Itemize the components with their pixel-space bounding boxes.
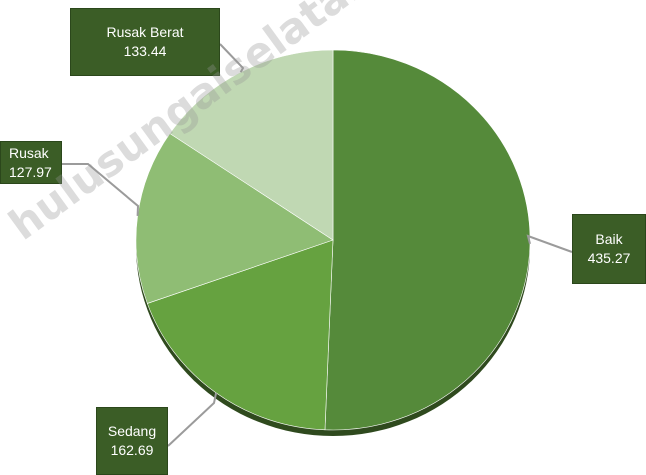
callout-rusak-berat: Rusak Berat 133.44	[70, 8, 220, 76]
leader-line-sedang	[167, 392, 218, 447]
callout-value: 133.44	[123, 43, 167, 59]
callout-rusak: Rusak 127.97	[0, 141, 62, 184]
callout-value: 162.69	[110, 442, 154, 458]
pie-slice-sedang	[146, 239, 334, 431]
callout-sedang: Sedang 162.69	[96, 407, 168, 475]
leader-line-rusak	[62, 163, 140, 216]
callout-label: Rusak	[9, 144, 49, 161]
pie-slices	[135, 49, 531, 431]
leader-lines	[62, 43, 573, 447]
pie-slice-baik	[324, 49, 531, 431]
callout-value: 127.97	[9, 163, 52, 180]
callout-baik: Baik 435.27	[572, 214, 646, 284]
callout-value: 435.27	[587, 250, 631, 266]
leader-line-baik	[526, 234, 573, 253]
leader-line-rusak-berat	[219, 43, 245, 73]
callout-label: Baik	[595, 231, 623, 247]
callout-label: Rusak Berat	[106, 24, 184, 40]
callout-label: Sedang	[107, 423, 157, 439]
pie-slice-rusak-berat	[169, 49, 334, 241]
